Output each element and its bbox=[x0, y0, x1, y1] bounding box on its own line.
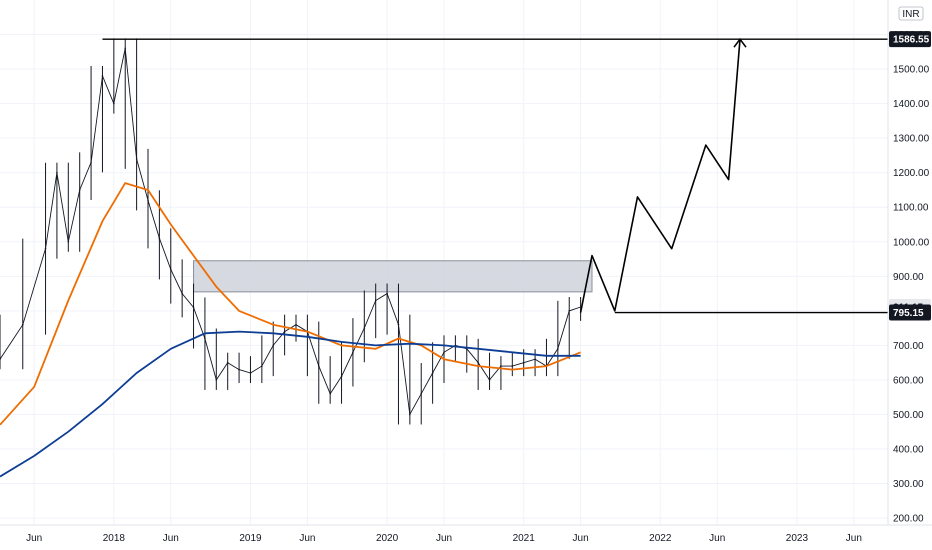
x-tick-label: Jun bbox=[573, 533, 589, 544]
price-label-box bbox=[889, 31, 931, 48]
y-tick-label: 1500.00 bbox=[893, 65, 930, 76]
x-tick-label: Jun bbox=[26, 533, 42, 544]
x-tick-label: 2022 bbox=[649, 533, 672, 544]
y-tick-label: 1100.00 bbox=[893, 203, 929, 214]
price-label-box bbox=[889, 304, 931, 321]
price-series-line bbox=[0, 48, 581, 416]
y-tick-label: 500.00 bbox=[893, 410, 924, 421]
x-tick-label: Jun bbox=[846, 533, 862, 544]
currency-badge-frame bbox=[898, 6, 924, 21]
x-tick-label: 2019 bbox=[239, 533, 262, 544]
x-tick-label: 2020 bbox=[376, 533, 399, 544]
y-tick-label: 1200.00 bbox=[893, 168, 930, 179]
level-lines-layer bbox=[102, 38, 888, 314]
price-label-layer: 1586.55811.15795.15 bbox=[889, 31, 931, 321]
price-axis[interactable]: 200.00300.00400.00500.00600.00700.00800.… bbox=[893, 30, 930, 525]
y-tick-label: 700.00 bbox=[893, 341, 924, 352]
series-layer bbox=[0, 37, 747, 478]
y-tick-label: 1300.00 bbox=[893, 134, 930, 145]
x-tick-label: Jun bbox=[709, 533, 725, 544]
y-tick-label: 400.00 bbox=[893, 445, 924, 456]
y-tick-label: 900.00 bbox=[893, 272, 924, 283]
x-tick-label: 2023 bbox=[786, 533, 809, 544]
x-tick-label: 2018 bbox=[103, 533, 126, 544]
moving-average-line-1 bbox=[0, 182, 581, 426]
moving-average-line-2 bbox=[0, 330, 581, 478]
x-tick-label: Jun bbox=[299, 533, 315, 544]
currency-badge[interactable]: INR bbox=[898, 6, 924, 21]
price-label-text: 795.15 bbox=[893, 308, 924, 319]
y-tick-label: 600.00 bbox=[893, 375, 924, 386]
resistance-zone-layer bbox=[193, 260, 593, 293]
y-tick-label: 1400.00 bbox=[893, 99, 930, 110]
price-label-text: 1586.55 bbox=[893, 35, 930, 46]
time-axis[interactable]: Jun 2018 Jun 2019 Jun 2020 Jun 2021 Jun 2022 Jun 20… bbox=[26, 533, 862, 544]
x-tick-label: 2021 bbox=[513, 533, 536, 544]
resistance-zone bbox=[193, 260, 593, 293]
x-tick-label: Jun bbox=[163, 533, 179, 544]
y-tick-label: 1000.00 bbox=[893, 237, 930, 248]
y-tick-label: 300.00 bbox=[893, 479, 924, 490]
x-tick-label: Jun bbox=[436, 533, 452, 544]
y-tick-label: 200.00 bbox=[893, 514, 924, 525]
currency-badge-label: INR bbox=[902, 9, 919, 20]
projection-path bbox=[579, 39, 741, 313]
